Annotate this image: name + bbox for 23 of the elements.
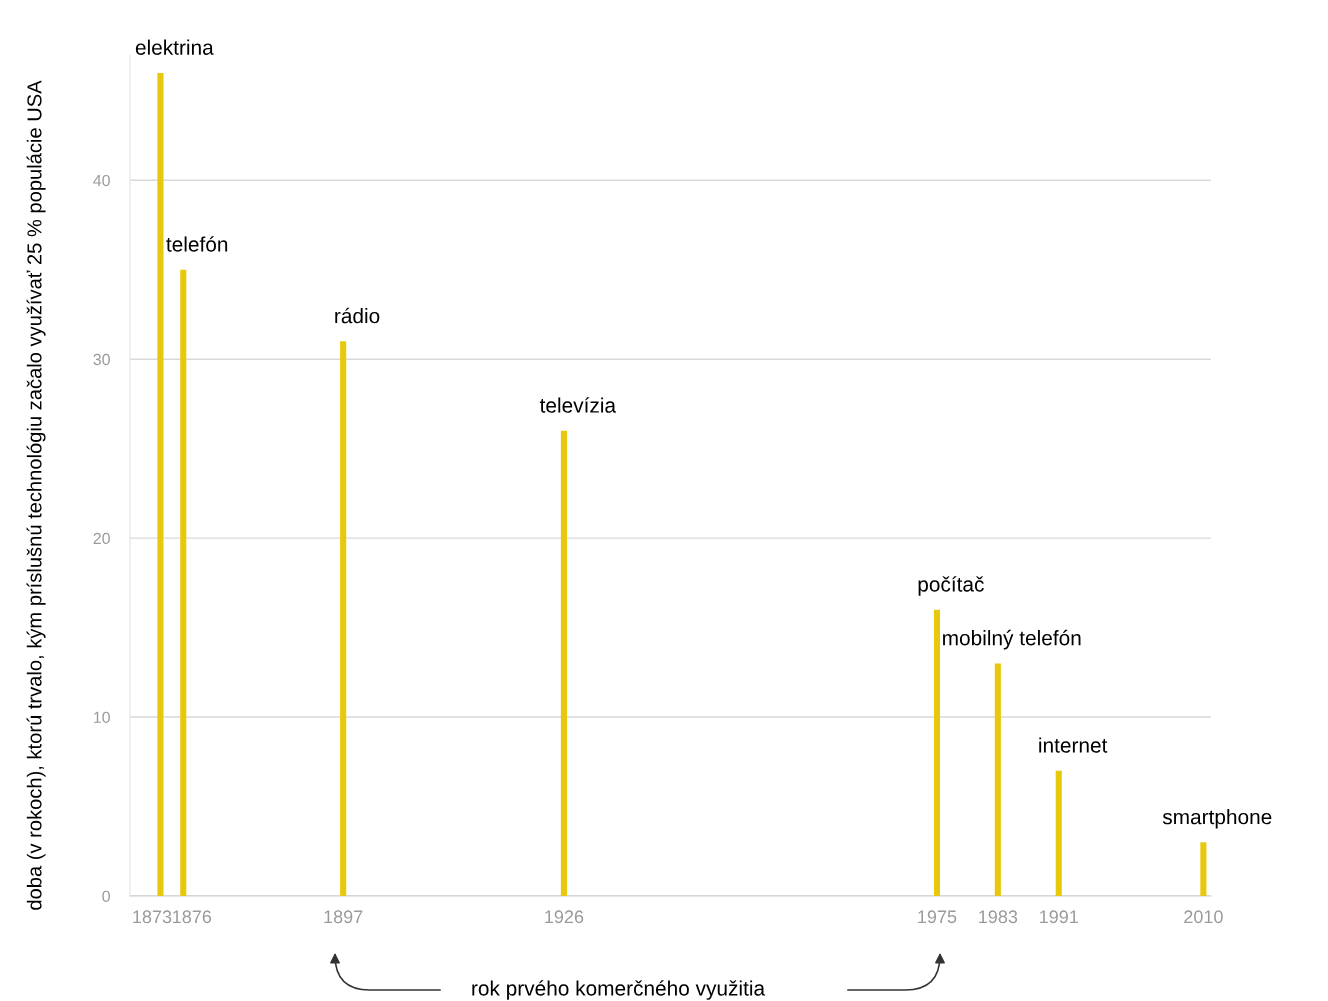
x-tick-label: 1873: [133, 910, 172, 924]
data-label: telefón: [166, 236, 228, 252]
x-tick-label: 1991: [1040, 910, 1078, 924]
data-label: rádio: [335, 307, 380, 324]
data-label: počítač: [918, 576, 984, 596]
x-tick-label: 1926: [545, 910, 584, 924]
y-tick-label: 10: [94, 711, 110, 724]
y-tick-label: 40: [93, 174, 110, 187]
data-label: smartphone: [1162, 809, 1272, 829]
x-tick-label: 1897: [324, 910, 363, 924]
data-label: internet: [1039, 737, 1108, 753]
x-tick-label: 1983: [979, 910, 1018, 924]
x-tick-label: 1876: [173, 910, 212, 924]
data-label: elektrina: [135, 39, 214, 55]
y-tick-label: 30: [93, 353, 110, 366]
data-label: mobilný telefón: [943, 629, 1081, 650]
x-tick-label: 2010: [1184, 910, 1223, 924]
x-axis-title: rok prvého komerčného využitia: [472, 980, 766, 1000]
data-label: televízia: [539, 397, 617, 413]
y-axis-title: doba (v rokoch), ktorú trvalo, kým príslušnú technológiu začalo využívať 25 % populácie USA: [26, 80, 46, 910]
y-tick-label: 20: [93, 532, 110, 545]
x-tick-label: 1975: [918, 910, 957, 924]
y-tick-label: 0: [102, 890, 110, 902]
